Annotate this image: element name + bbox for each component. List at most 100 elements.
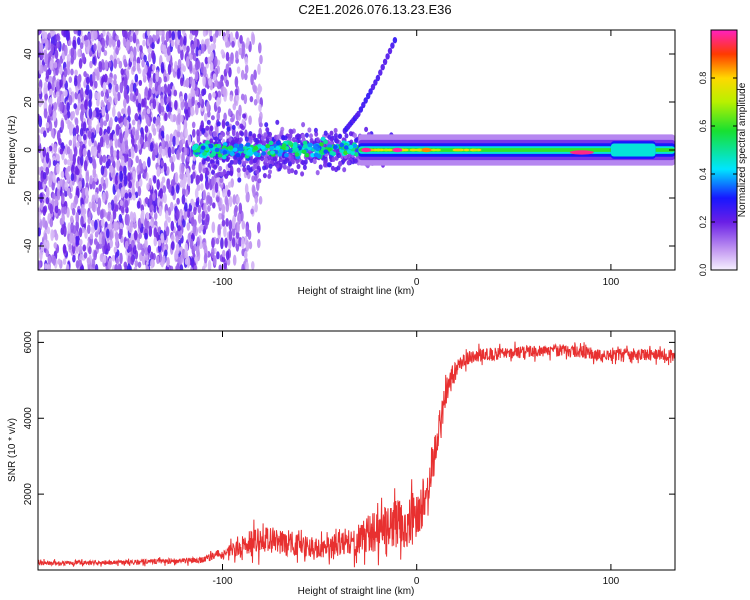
noise-cell xyxy=(70,216,74,223)
noise-cell xyxy=(222,204,226,215)
noise-cell xyxy=(198,162,202,174)
noise-cell xyxy=(44,108,48,119)
noise-cell xyxy=(245,64,249,74)
noise-cell xyxy=(43,49,47,55)
noise-cell xyxy=(114,58,118,68)
noise-cell xyxy=(148,245,152,254)
noise-cell xyxy=(254,99,258,106)
noise-cell xyxy=(115,35,119,41)
band-halo-cell xyxy=(331,166,335,171)
noise-cell xyxy=(113,133,117,141)
noise-cell xyxy=(162,149,166,157)
band-halo-cell xyxy=(269,164,273,169)
noise-cell xyxy=(254,203,258,213)
noise-cell xyxy=(46,152,50,164)
noise-cell xyxy=(211,176,215,186)
noise-cell xyxy=(235,50,239,60)
noise-cell xyxy=(107,126,111,134)
signal-blob xyxy=(246,151,251,155)
signal-blob xyxy=(265,144,270,148)
noise-cell xyxy=(70,222,74,233)
noise-cell xyxy=(158,85,162,95)
noise-cell xyxy=(238,47,242,55)
signal-streak xyxy=(455,149,461,152)
noise-cell xyxy=(112,106,116,117)
noise-cell xyxy=(43,239,47,248)
noise-cell xyxy=(250,96,254,102)
noise-cell xyxy=(42,217,46,228)
noise-cell xyxy=(176,263,180,275)
noise-cell xyxy=(242,220,246,229)
noise-cell xyxy=(246,225,250,237)
noise-cell xyxy=(93,159,97,170)
signal-blob xyxy=(205,140,210,144)
noise-cell xyxy=(85,40,89,48)
noise-cell xyxy=(63,244,67,254)
noise-cell xyxy=(83,71,87,77)
snr-x-axis-label: Height of straight line (km) xyxy=(298,586,415,597)
noise-cell xyxy=(88,131,92,139)
noise-cell xyxy=(72,111,76,119)
noise-cell xyxy=(182,26,186,35)
noise-cell xyxy=(241,237,245,249)
snr-x-tick-label: 100 xyxy=(603,576,620,587)
noise-cell xyxy=(108,83,112,90)
band-halo-cell xyxy=(211,170,215,175)
noise-cell xyxy=(139,178,143,187)
noise-cell xyxy=(157,116,161,124)
doppler-branch-cell xyxy=(376,75,380,81)
noise-cell xyxy=(96,124,100,134)
noise-cell xyxy=(122,26,126,37)
noise-cell xyxy=(200,173,204,181)
noise-cell xyxy=(166,31,170,42)
noise-cell xyxy=(184,127,188,137)
signal-blob xyxy=(218,153,223,157)
band-halo-cell xyxy=(219,134,223,139)
noise-cell xyxy=(121,68,125,75)
colorbar-label: Normalized spectral amplitude xyxy=(737,82,748,217)
noise-cell xyxy=(93,29,97,40)
noise-cell xyxy=(54,242,58,249)
noise-cell xyxy=(210,51,214,60)
noise-cell xyxy=(77,49,81,58)
noise-cell xyxy=(85,89,89,95)
noise-cell xyxy=(131,137,135,145)
noise-cell xyxy=(228,108,232,116)
noise-cell xyxy=(210,62,214,72)
noise-cell xyxy=(227,189,231,197)
noise-cell xyxy=(54,102,58,111)
noise-cell xyxy=(150,205,154,211)
noise-cell xyxy=(72,235,76,247)
noise-cell xyxy=(151,50,155,59)
noise-cell xyxy=(37,134,41,146)
noise-cell xyxy=(192,171,196,178)
noise-cell xyxy=(225,80,229,87)
noise-cell xyxy=(191,96,195,106)
noise-cell xyxy=(133,83,137,93)
noise-cell xyxy=(155,72,159,82)
noise-cell xyxy=(39,249,43,261)
noise-cell xyxy=(176,149,180,159)
noise-cell xyxy=(48,255,52,263)
noise-cell xyxy=(131,234,135,241)
noise-cell xyxy=(80,128,84,137)
doppler-branch-cell xyxy=(388,48,392,54)
noise-cell xyxy=(131,255,135,265)
hot-spot xyxy=(421,148,431,152)
signal-blob xyxy=(201,146,206,150)
noise-cell xyxy=(129,36,133,43)
band-halo-cell xyxy=(294,170,298,175)
noise-cell xyxy=(100,209,104,219)
noise-cell xyxy=(204,253,208,264)
noise-cell xyxy=(223,112,227,121)
noise-cell xyxy=(57,189,61,201)
noise-cell xyxy=(235,89,239,96)
noise-cell xyxy=(177,68,181,79)
noise-cell xyxy=(80,216,84,227)
noise-cell xyxy=(127,172,131,182)
noise-cell xyxy=(149,35,153,44)
noise-cell xyxy=(96,99,100,107)
noise-cell xyxy=(84,99,88,109)
noise-cell xyxy=(75,125,79,135)
noise-cell xyxy=(170,114,174,122)
